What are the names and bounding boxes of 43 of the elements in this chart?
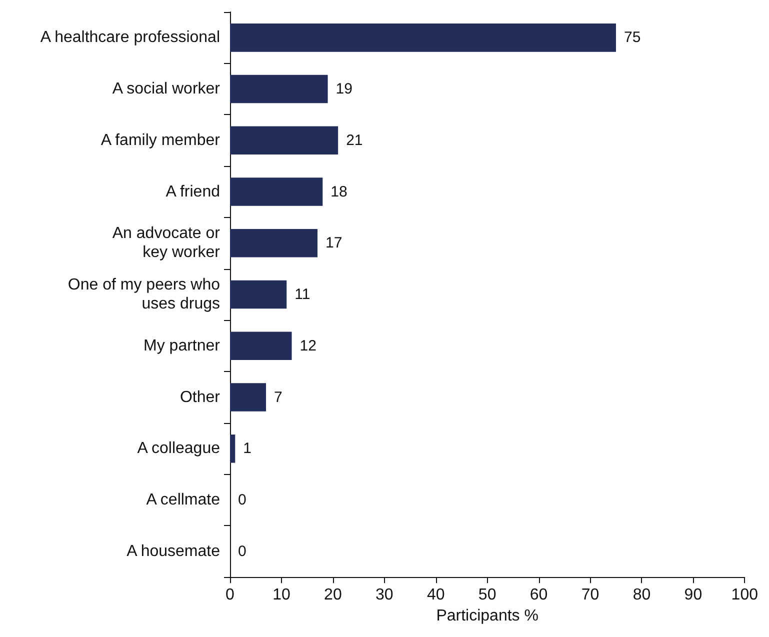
y-tick-label: An advocate or key worker: [112, 225, 221, 262]
bar: [230, 280, 287, 309]
bar: [230, 178, 323, 206]
x-tick-label: 80: [632, 586, 651, 604]
bar: [230, 229, 318, 258]
y-tick-label: A family member: [100, 132, 221, 149]
data-label: 0: [238, 542, 246, 560]
y-tick-label: A colleague: [137, 440, 220, 458]
x-axis-title: Participants %: [436, 608, 538, 624]
data-label: 0: [238, 492, 246, 509]
x-tick-label: 100: [731, 586, 758, 604]
y-tick-label: A social worker: [112, 80, 221, 98]
data-label: 17: [325, 234, 342, 252]
y-tick-label: A cellmate: [146, 492, 220, 509]
bar: [230, 434, 236, 463]
bar: [230, 24, 616, 52]
bar: [230, 74, 328, 104]
data-label: 18: [330, 183, 348, 200]
y-tick-label: A friend: [166, 183, 220, 200]
y-tick-label: A healthcare professional: [40, 29, 220, 46]
x-tick-label: 20: [324, 586, 342, 604]
data-label: 12: [300, 337, 316, 354]
x-tick-label: 10: [272, 586, 290, 604]
bar: [230, 383, 266, 412]
y-tick-label: A housemate: [126, 542, 220, 560]
data-label: 11: [294, 286, 310, 304]
y-tick-label: My partner: [144, 337, 221, 354]
data-label: 21: [346, 132, 363, 149]
x-tick-label: 60: [530, 586, 548, 604]
y-tick-label: One of my peers who uses drugs: [68, 276, 220, 313]
y-tick-label: Other: [180, 388, 221, 406]
x-tick-label: 30: [375, 586, 394, 604]
data-label: 1: [243, 440, 252, 458]
data-label: 7: [274, 388, 282, 406]
x-tick-label: 0: [226, 586, 235, 604]
x-tick-label: 40: [426, 586, 445, 604]
x-tick-label: 50: [478, 586, 496, 604]
x-tick-label: 90: [684, 586, 702, 604]
bar: [230, 126, 338, 155]
bar: [230, 332, 292, 360]
x-tick-label: 70: [581, 586, 600, 604]
data-label: 19: [336, 80, 352, 98]
data-label: 75: [624, 29, 641, 46]
